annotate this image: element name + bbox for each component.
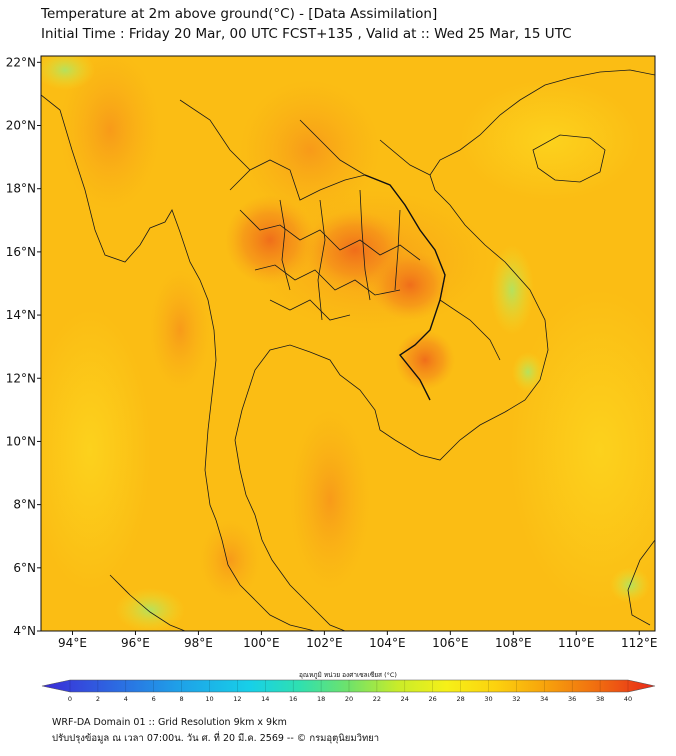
colorbar-tick-label: 40 — [624, 695, 632, 703]
lon-tick-label: 110°E — [558, 636, 595, 650]
lon-tick-label: 94°E — [58, 636, 87, 650]
colorbar-tick-label: 22 — [373, 695, 381, 703]
map-title: Temperature at 2m above ground(°C) - [Da… — [41, 6, 438, 22]
map-subtitle: Initial Time : Friday 20 Mar, 00 UTC FCS… — [41, 26, 572, 42]
lon-tick-label: 102°E — [306, 636, 343, 650]
lat-tick-label: 8°N — [13, 498, 36, 512]
lat-tick-label: 16°N — [6, 245, 36, 259]
colorbar-tick-label: 30 — [484, 695, 492, 703]
lon-tick-label: 104°E — [369, 636, 406, 650]
lat-tick-label: 14°N — [6, 308, 36, 322]
colorbar-tick-label: 10 — [205, 695, 213, 703]
colorbar-tick-label: 2 — [96, 695, 100, 703]
lon-tick-label: 108°E — [495, 636, 532, 650]
lat-tick-label: 20°N — [6, 119, 36, 133]
footer-model-info: WRF-DA Domain 01 :: Grid Resolution 9km … — [52, 717, 287, 728]
colorbar-tick-label: 6 — [152, 695, 156, 703]
colorbar-tick-label: 0 — [68, 695, 72, 703]
lat-tick-label: 12°N — [6, 371, 36, 385]
map-frame — [40, 55, 656, 632]
thailand-border — [364, 174, 446, 401]
lon-tick-label: 106°E — [432, 636, 469, 650]
colorbar-label: อุณหภูมิ หน่วย องศาเซลเซียส (°C) — [299, 671, 397, 679]
colorbar-tick-label: 16 — [289, 695, 297, 703]
colorbar-tick-label: 32 — [512, 695, 520, 703]
colorbar-tick-label: 18 — [317, 695, 325, 703]
colorbar-tick-label: 4 — [124, 695, 128, 703]
colorbar-tick-label: 20 — [345, 695, 353, 703]
colorbar-tick-label: 12 — [233, 695, 241, 703]
colorbar-tick-label: 8 — [180, 695, 184, 703]
colorbar-tick-label: 26 — [429, 695, 437, 703]
lat-tick-label: 22°N — [6, 55, 36, 69]
colorbar-tick-label: 38 — [596, 695, 604, 703]
lon-tick-label: 96°E — [121, 636, 150, 650]
longitude-axis: 94°E 96°E 98°E 100°E 102°E 104°E 106°E 108°E 110… — [58, 631, 658, 650]
lon-tick-label: 112°E — [621, 636, 658, 650]
lat-tick-label: 4°N — [13, 624, 36, 638]
colorbar-tick-label: 36 — [568, 695, 576, 703]
lat-tick-label: 6°N — [13, 561, 36, 575]
lat-tick-label: 18°N — [6, 182, 36, 196]
colorbar — [41, 679, 656, 693]
colorbar-tick-label: 14 — [261, 695, 269, 703]
temperature-field — [41, 56, 655, 631]
lon-tick-label: 98°E — [184, 636, 213, 650]
colorbar-tick-label: 34 — [540, 695, 548, 703]
latitude-axis: 4°N 6°N 8°N 10°N 12°N 14°N 16°N 18°N 20°N 22°N — [6, 55, 41, 638]
lon-tick-label: 100°E — [243, 636, 280, 650]
lat-tick-label: 10°N — [6, 434, 36, 448]
colorbar-tick-label: 24 — [401, 695, 409, 703]
colorbar-tick-label: 28 — [456, 695, 464, 703]
footer-update-info: ปรับปรุงข้อมูล ณ เวลา 07:00น. วัน ศ. ที่… — [52, 733, 380, 744]
colorbar-ticks: 0 2 4 6 8 10 12 14 16 18 20 22 24 26 28 30 32 34 36 38 40 — [68, 680, 632, 703]
